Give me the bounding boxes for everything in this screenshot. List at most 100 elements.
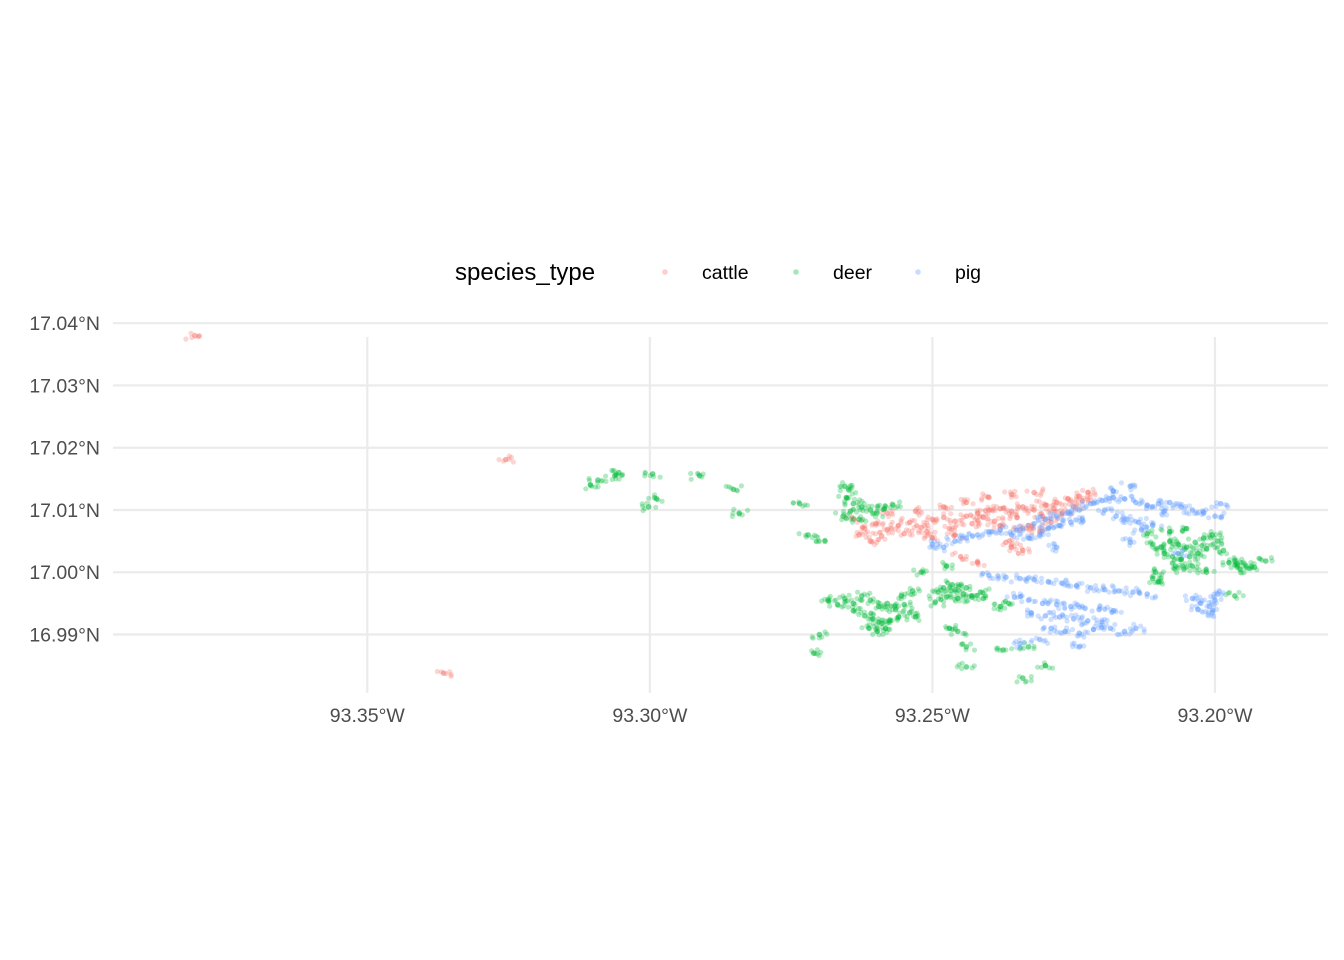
point-cattle-overplot bbox=[914, 522, 920, 529]
point-pig-overplot bbox=[1209, 504, 1215, 510]
point-deer-overplot bbox=[865, 625, 872, 631]
point-pig-overplot bbox=[993, 530, 999, 536]
point-pig-overplot bbox=[1136, 501, 1142, 507]
point-deer-overplot bbox=[1213, 531, 1219, 538]
point-pig-overplot bbox=[958, 535, 964, 541]
point-cattle bbox=[907, 519, 913, 526]
point-pig-overplot bbox=[1071, 640, 1077, 646]
point-deer-overplot bbox=[932, 600, 938, 606]
point-cattle-overplot bbox=[922, 524, 929, 530]
point-pig-overplot bbox=[1184, 510, 1190, 516]
point-pig bbox=[1102, 507, 1108, 513]
point-deer bbox=[874, 628, 880, 635]
point-cattle-overplot bbox=[977, 507, 983, 513]
point-deer-overplot bbox=[879, 606, 885, 612]
point-pig-overplot bbox=[1018, 531, 1024, 537]
x-tick-label: 93.35°W bbox=[330, 705, 406, 727]
point-pig-overplot bbox=[1024, 613, 1031, 619]
point-cattle bbox=[1008, 491, 1015, 498]
point-pig-overplot bbox=[1079, 621, 1086, 627]
point-deer-overplot bbox=[883, 618, 889, 625]
point-deer-overplot bbox=[873, 605, 879, 611]
point-deer-overplot bbox=[1217, 532, 1223, 538]
point-pig-overplot bbox=[1028, 532, 1034, 538]
point-pig-overplot bbox=[1127, 626, 1133, 632]
point-pig-overplot bbox=[1182, 593, 1188, 599]
point-deer bbox=[861, 613, 868, 619]
point-deer bbox=[847, 508, 854, 514]
point-deer-overplot bbox=[945, 593, 951, 599]
point-cattle-overplot bbox=[985, 493, 992, 500]
point-cattle-overplot bbox=[903, 527, 910, 533]
point-deer-overplot bbox=[642, 469, 648, 475]
point-pig-overplot bbox=[1039, 524, 1045, 531]
point-deer-overplot bbox=[640, 503, 646, 509]
point-pig bbox=[1065, 510, 1071, 516]
point-pig-overplot bbox=[1075, 584, 1081, 591]
point-deer-overplot bbox=[860, 507, 866, 514]
point-pig-overplot bbox=[1100, 511, 1106, 517]
point-cattle-overplot bbox=[859, 524, 865, 531]
point-pig-overplot bbox=[1097, 605, 1103, 611]
point-deer bbox=[805, 532, 811, 538]
point-deer-overplot bbox=[851, 515, 857, 521]
point-cattle-overplot bbox=[980, 491, 986, 497]
point-deer-overplot bbox=[1220, 562, 1226, 568]
point-cattle-overplot bbox=[882, 536, 888, 542]
point-pig bbox=[1059, 580, 1066, 587]
point-deer-overplot bbox=[734, 488, 741, 494]
x-tick-label: 93.25°W bbox=[895, 705, 971, 727]
point-pig bbox=[1124, 516, 1131, 523]
point-cattle bbox=[924, 529, 930, 535]
point-pig-overplot bbox=[1011, 640, 1017, 646]
point-deer-overplot bbox=[815, 534, 821, 540]
point-deer-overplot bbox=[1200, 536, 1206, 542]
point-pig-overplot bbox=[1091, 588, 1097, 594]
point-pig-overplot bbox=[1028, 639, 1034, 645]
point-cattle bbox=[991, 518, 998, 524]
point-deer-overplot bbox=[1212, 545, 1218, 551]
point-pig-overplot bbox=[1013, 527, 1020, 533]
point-deer-overplot bbox=[1022, 679, 1028, 685]
point-pig-overplot bbox=[1103, 497, 1109, 503]
point-cattle-overplot bbox=[982, 493, 988, 499]
point-cattle-overplot bbox=[948, 527, 955, 533]
point-deer-overplot bbox=[1183, 526, 1189, 532]
point-deer-overplot bbox=[840, 508, 847, 514]
point-cattle bbox=[1053, 499, 1060, 506]
point-pig-overplot bbox=[1051, 613, 1057, 619]
point-pig-overplot bbox=[1060, 612, 1066, 618]
point-pig-overplot bbox=[1173, 549, 1179, 555]
point-deer bbox=[645, 504, 652, 510]
point-deer bbox=[943, 563, 950, 569]
point-deer-overplot bbox=[926, 593, 932, 599]
point-pig-overplot bbox=[1110, 488, 1116, 494]
point-pig-overplot bbox=[1143, 515, 1149, 522]
point-deer-overplot bbox=[730, 510, 736, 516]
point-deer-overplot bbox=[851, 496, 858, 502]
point-pig-overplot bbox=[1013, 639, 1019, 645]
point-cattle-overplot bbox=[1058, 511, 1064, 517]
point-pig-overplot bbox=[1010, 530, 1017, 536]
point-pig-overplot bbox=[1213, 590, 1219, 596]
point-pig-overplot bbox=[1092, 624, 1098, 630]
point-pig-overplot bbox=[1022, 576, 1028, 582]
point-cattle-overplot bbox=[985, 511, 991, 517]
point-deer-overplot bbox=[849, 491, 855, 497]
point-cattle-overplot bbox=[1002, 489, 1008, 495]
point-cattle-overplot bbox=[931, 534, 938, 541]
point-pig-overplot bbox=[1156, 498, 1162, 504]
point-cattle-overplot bbox=[875, 536, 881, 543]
point-cattle bbox=[1008, 544, 1015, 551]
point-deer-overplot bbox=[854, 499, 861, 506]
point-deer-overplot bbox=[931, 589, 938, 595]
point-deer-overplot bbox=[938, 584, 944, 590]
point-pig-overplot bbox=[1048, 523, 1054, 529]
point-deer-overplot bbox=[1248, 560, 1254, 566]
point-deer-overplot bbox=[844, 512, 851, 518]
point-cattle-overplot bbox=[985, 504, 991, 510]
point-deer-overplot bbox=[803, 532, 809, 538]
point-pig-overplot bbox=[1083, 504, 1089, 510]
point-deer-overplot bbox=[923, 568, 929, 574]
point-deer-overplot bbox=[942, 566, 948, 572]
